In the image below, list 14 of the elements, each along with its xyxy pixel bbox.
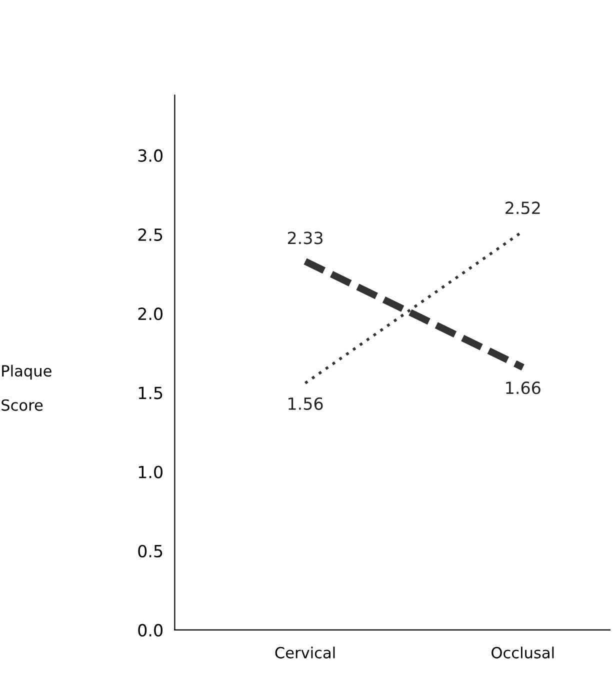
y-tick-label: 2.0 — [138, 308, 162, 320]
data-label: 2.33 — [288, 232, 322, 244]
text: Plaque Score — [2, 364, 52, 411]
data-label: 1.56 — [288, 397, 323, 410]
y-tick-label: 2.5 — [138, 228, 162, 242]
x-tick-label: Cervical — [275, 646, 335, 658]
data-label: 2.52 — [506, 202, 540, 214]
y-tick-label: 3.0 — [138, 149, 162, 162]
y-tick-label: 0.0 — [138, 624, 162, 637]
y-tick-label: 1.0 — [138, 466, 162, 478]
y-tick-label: 0.5 — [138, 544, 162, 558]
data-label: 1.66 — [506, 382, 540, 394]
y-tick-label: 1.5 — [138, 386, 162, 400]
x-tick-label: Occlusal — [492, 646, 554, 658]
